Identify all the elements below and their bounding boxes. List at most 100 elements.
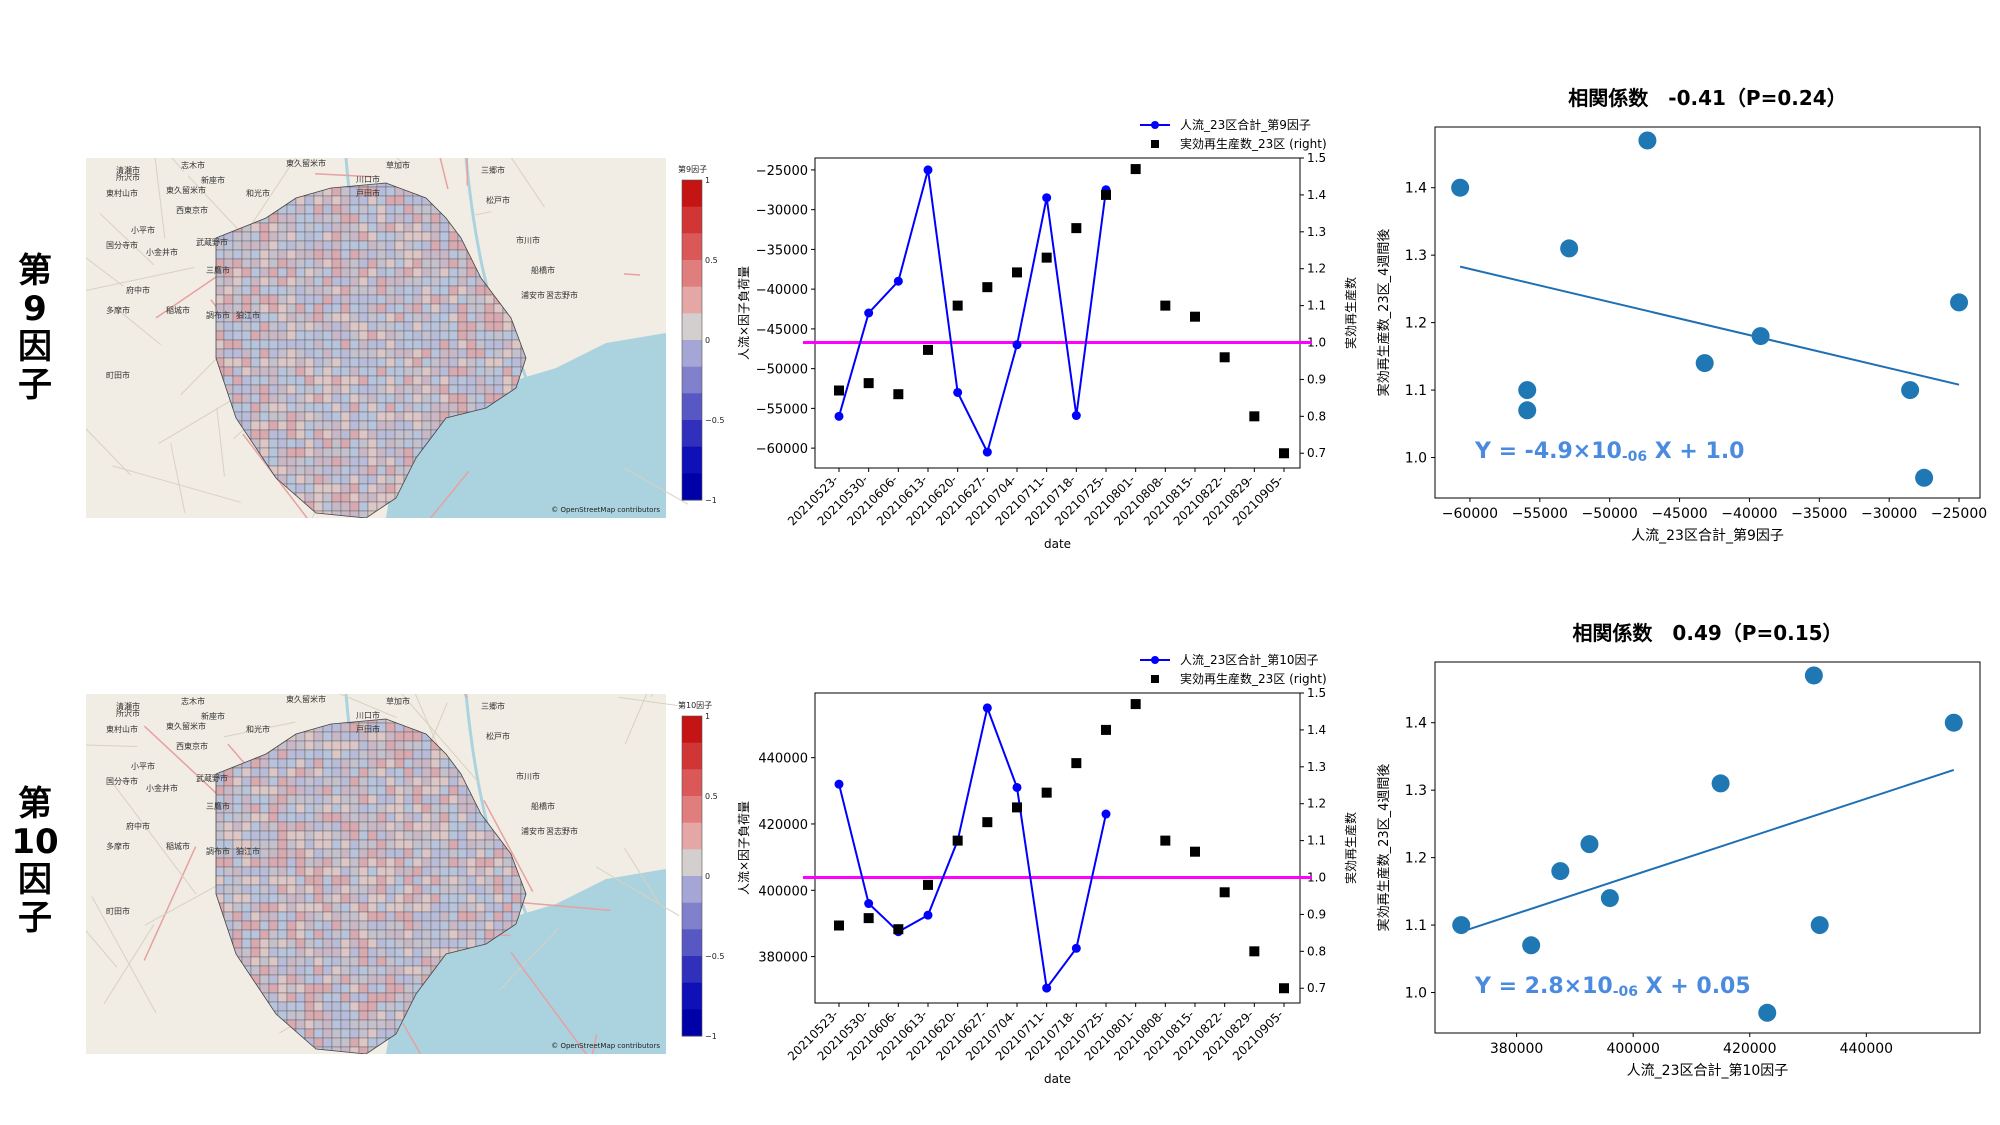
grid-cell — [322, 839, 333, 850]
grid-cell — [250, 785, 261, 796]
grid-cell — [322, 1037, 333, 1048]
grid-cell — [376, 357, 387, 368]
grid-cell — [367, 375, 378, 386]
grid-cell — [448, 785, 459, 796]
grid-cell — [385, 429, 396, 440]
grid-cell — [475, 866, 486, 877]
grid-cell — [268, 875, 279, 886]
grid-cell — [376, 213, 387, 224]
y-tick-label-right: 1.1 — [1307, 299, 1326, 313]
grid-cell — [340, 722, 351, 733]
grid-cell — [313, 821, 324, 832]
grid-cell — [322, 740, 333, 751]
grid-cell — [313, 938, 324, 949]
grid-cell — [385, 267, 396, 278]
grid-cell — [340, 956, 351, 967]
grid-cell — [394, 740, 405, 751]
grid-cell — [241, 812, 252, 823]
grid-cell — [457, 938, 468, 949]
grid-cell — [304, 285, 315, 296]
grid-cell — [313, 848, 324, 859]
grid-cell — [331, 384, 342, 395]
grid-cell — [241, 929, 252, 940]
grid-cell — [268, 312, 279, 323]
grid-cell — [376, 911, 387, 922]
grid-cell — [313, 911, 324, 922]
grid-cell — [322, 938, 333, 949]
grid-cell — [358, 402, 369, 413]
grid-cell — [385, 294, 396, 305]
grid-cell — [457, 893, 468, 904]
grid-cell — [313, 375, 324, 386]
grid-cell — [439, 911, 450, 922]
grid-cell — [286, 258, 297, 269]
grid-cell — [331, 758, 342, 769]
grid-cell — [322, 249, 333, 260]
y-axis-label: 実効再生産数_23区_4週間後 — [1376, 229, 1392, 397]
grid-cell — [385, 866, 396, 877]
grid-cell — [304, 749, 315, 760]
grid-cell — [466, 902, 477, 913]
grid-cell — [268, 911, 279, 922]
road — [623, 467, 689, 505]
grid-cell — [295, 812, 306, 823]
grid-cell — [376, 474, 387, 485]
grid-cell — [268, 857, 279, 868]
y-tick-label: 1.1 — [1405, 383, 1427, 399]
grid-cell — [421, 348, 432, 359]
grid-cell — [241, 393, 252, 404]
grid-cell — [241, 920, 252, 931]
grid-cell — [493, 330, 504, 341]
grid-cell — [385, 776, 396, 787]
grid-cell — [241, 294, 252, 305]
equation-exponent: -06 — [1613, 984, 1638, 1000]
grid-cell — [403, 857, 414, 868]
grid-cell — [340, 204, 351, 215]
y-tick-label-right: 1.1 — [1307, 834, 1326, 848]
grid-cell — [277, 803, 288, 814]
grid-cell — [304, 830, 315, 841]
grid-cell — [484, 375, 495, 386]
grid-cell — [340, 384, 351, 395]
scatter-point — [1804, 666, 1823, 685]
colorbar-swatch — [682, 929, 702, 957]
grid-cell — [367, 1037, 378, 1048]
equation-tail: X + 1.0 — [1647, 439, 1744, 464]
grid-cell — [439, 294, 450, 305]
grid-cell — [277, 330, 288, 341]
grid-cell — [475, 821, 486, 832]
grid-cell — [349, 249, 360, 260]
grid-cell — [349, 285, 360, 296]
grid-cell — [430, 330, 441, 341]
grid-cell — [367, 330, 378, 341]
grid-cell — [340, 231, 351, 242]
grid-cell — [376, 267, 387, 278]
grid-cell — [250, 429, 261, 440]
grid-cell — [430, 866, 441, 877]
grid-cell — [394, 974, 405, 985]
grid-cell — [403, 240, 414, 251]
grid-cell — [313, 776, 324, 787]
grid-cell — [403, 231, 414, 242]
grid-cell — [376, 204, 387, 215]
grid-cell — [304, 231, 315, 242]
grid-cell — [241, 231, 252, 242]
grid-cell — [493, 866, 504, 877]
grid-cell — [241, 938, 252, 949]
grid-cell — [277, 929, 288, 940]
grid-cell — [340, 447, 351, 458]
y-tick-label: 1.2 — [1405, 316, 1427, 332]
place-label: 東久留米市 — [166, 185, 206, 195]
grid-cell — [466, 267, 477, 278]
y-tick-label: 1.4 — [1405, 181, 1427, 197]
grid-cell — [448, 794, 459, 805]
reproduction-number-point — [923, 879, 933, 890]
grid-cell — [430, 258, 441, 269]
colorbar-frame — [681, 715, 703, 1037]
grid-cell — [313, 929, 324, 940]
grid-cell — [475, 366, 486, 377]
place-label: 小金井市 — [146, 247, 178, 257]
grid-cell — [358, 1028, 369, 1039]
grid-cell — [430, 366, 441, 377]
grid-cell — [439, 875, 450, 886]
